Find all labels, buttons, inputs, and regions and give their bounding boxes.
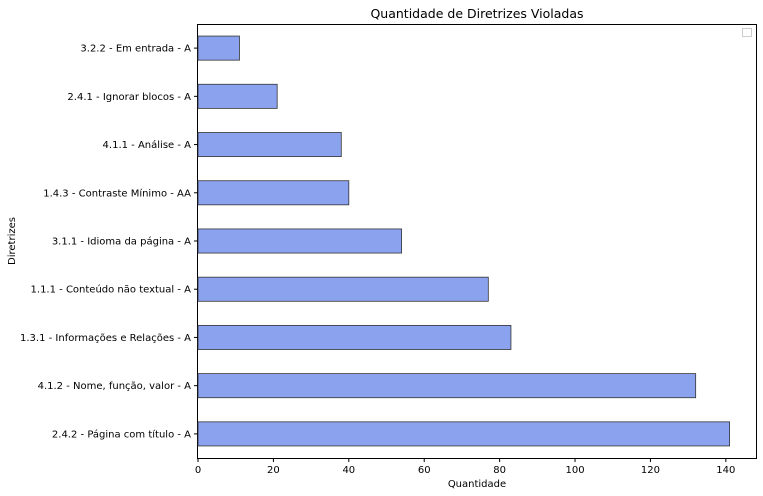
- y-tick-label: 3.2.2 - Em entrada - A: [80, 44, 191, 55]
- y-tick-label: 1.3.1 - Informações e Relações - A: [20, 333, 191, 344]
- bar: [197, 83, 278, 109]
- x-tick-label: 0: [195, 465, 201, 476]
- x-ticks-group: 0 20 40 60 80 100 120 140: [195, 458, 735, 476]
- x-tick-label: 20: [267, 465, 280, 476]
- x-tick-label: 80: [493, 465, 506, 476]
- bar: [197, 373, 697, 399]
- y-ticks-group: 2.4.2 - Página com título - A 4.1.2 - Nom…: [20, 44, 198, 440]
- x-tick-label: 60: [418, 465, 431, 476]
- bar: [197, 421, 731, 447]
- bar: [197, 132, 342, 158]
- y-tick-label: 4.1.2 - Nome, função, valor - A: [38, 381, 192, 392]
- bars-group: [197, 35, 731, 447]
- x-tick-label: 100: [565, 465, 584, 476]
- x-tick-label: 120: [641, 465, 660, 476]
- x-tick-label: 140: [716, 465, 735, 476]
- y-tick-label: 1.4.3 - Contraste Mínimo - AA: [43, 187, 191, 199]
- bar: [197, 180, 350, 206]
- bar: [197, 276, 489, 302]
- y-axis-label: Diretrizes: [7, 217, 18, 265]
- y-tick-label: 1.1.1 - Conteúdo não textual - A: [31, 284, 192, 296]
- y-tick-label: 3.1.1 - Idioma da página - A: [52, 236, 191, 248]
- bar: [197, 35, 240, 61]
- x-axis-label: Quantidade: [448, 479, 506, 490]
- y-tick-label: 2.4.1 - Ignorar blocos - A: [67, 92, 191, 103]
- y-tick-label: 2.4.2 - Página com título - A: [52, 428, 191, 440]
- bar: [197, 324, 512, 350]
- y-tick-label: 4.1.1 - Análise - A: [103, 139, 192, 151]
- legend-box: [742, 28, 752, 37]
- chart-title: Quantidade de Diretrizes Violadas: [370, 6, 583, 21]
- x-tick-label: 40: [342, 465, 355, 476]
- bar: [197, 228, 402, 254]
